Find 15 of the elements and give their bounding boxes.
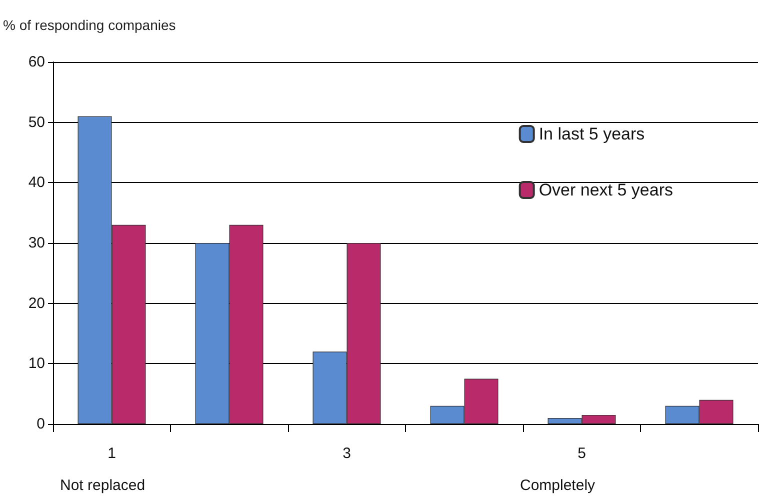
x-tick-label: 3 [342, 445, 351, 462]
y-tick-label: 20 [28, 294, 45, 312]
legend-label: In last 5 years [538, 124, 645, 144]
y-tick-label: 30 [28, 234, 45, 252]
text: Completely [520, 477, 596, 494]
y-axis-title: % of responding companies [3, 17, 176, 33]
y-tick-label: 60 [28, 54, 45, 70]
y-tick-label: 40 [28, 174, 45, 192]
x-tick-label: 5 [578, 445, 586, 462]
text: Not replaced [60, 477, 146, 494]
y-tick-label: 50 [28, 114, 45, 131]
legend-label: Over next 5 years [538, 180, 674, 200]
y-tick-label: 0 [36, 416, 45, 432]
y-tick-label: 10 [28, 355, 45, 372]
x-tick-label: 1 [108, 445, 116, 462]
